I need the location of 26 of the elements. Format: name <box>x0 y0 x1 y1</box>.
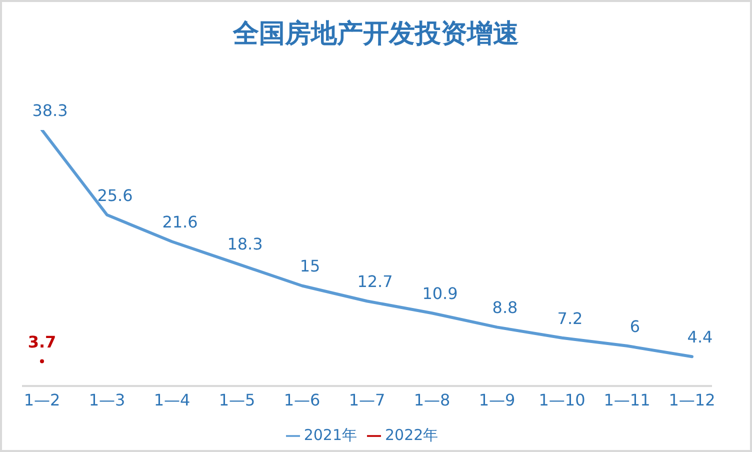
data-label: 15 <box>300 256 320 276</box>
x-tick-label: 1—6 <box>284 390 320 410</box>
legend-label: 2022年 <box>385 426 438 444</box>
data-label: 38.3 <box>32 101 68 120</box>
data-label: 18.3 <box>227 234 263 254</box>
x-tick-label: 1—3 <box>88 390 126 410</box>
x-tick-label: 1—7 <box>348 390 386 410</box>
x-tick-label: 1—12 <box>668 390 716 410</box>
data-label: 10.9 <box>422 284 458 304</box>
x-tick-label: 1—10 <box>538 390 586 410</box>
data-label: 7.2 <box>557 308 583 328</box>
x-tick-label: 1—2 <box>24 390 60 410</box>
x-tick-label: 1—8 <box>414 390 450 410</box>
x-tick-label: 1—11 <box>604 390 650 410</box>
data-label: 4.4 <box>687 328 713 347</box>
chart-title: 全国房地产开发投资增速 <box>232 18 520 51</box>
x-tick-label: 1—5 <box>218 390 256 410</box>
data-label: 8.8 <box>492 298 518 318</box>
data-label: 25.6 <box>97 186 133 205</box>
data-label: 12.7 <box>357 272 393 292</box>
data-label: 3.7 <box>28 332 56 352</box>
data-label: 21.6 <box>162 212 198 232</box>
data-label: 6 <box>630 316 640 336</box>
legend-label: 2021年 <box>304 426 357 444</box>
x-tick-label: 1—4 <box>154 390 190 410</box>
x-tick-label: 1—9 <box>478 390 516 410</box>
